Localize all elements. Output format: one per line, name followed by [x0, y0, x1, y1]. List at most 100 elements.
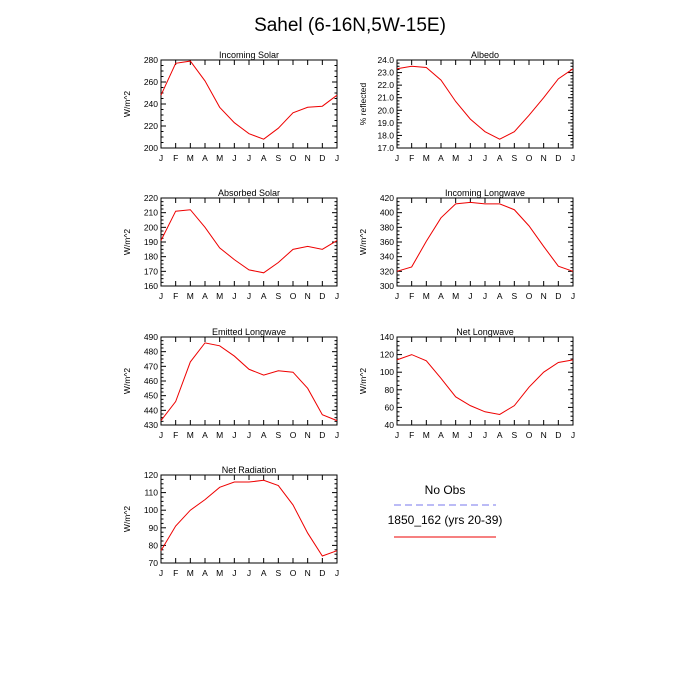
- x-tick-label: A: [202, 153, 208, 163]
- x-tick-label: J: [468, 291, 472, 301]
- y-tick-label: 22.0: [377, 80, 394, 90]
- x-tick-label: M: [216, 291, 223, 301]
- y-tick-label: 470: [144, 361, 158, 371]
- x-tick-label: M: [216, 430, 223, 440]
- y-tick-label: 80: [385, 385, 395, 395]
- y-tick-label: 170: [144, 266, 158, 276]
- x-tick-label: N: [305, 430, 311, 440]
- x-tick-label: S: [275, 291, 281, 301]
- x-tick-label: A: [497, 291, 503, 301]
- x-tick-label: A: [438, 291, 444, 301]
- panel-title: Net Longwave: [456, 327, 514, 337]
- panel-absorbed-solar: Absorbed Solar W/m^2 160 170 180 190 200 210 220…: [122, 188, 339, 301]
- x-tick-label: S: [275, 430, 281, 440]
- y-tick-label: 100: [144, 505, 158, 515]
- x-tick-label: O: [526, 153, 533, 163]
- x-tick-label: D: [319, 291, 325, 301]
- y-tick-label: 120: [144, 470, 158, 480]
- x-tick-label: O: [290, 430, 297, 440]
- x-tick-label: J: [483, 430, 487, 440]
- x-tick-label: M: [216, 568, 223, 578]
- x-tick-label: M: [423, 291, 430, 301]
- series-line-model: [396, 354, 574, 415]
- y-tick-label: 220: [144, 193, 158, 203]
- plot-frame: [396, 59, 574, 149]
- y-tick-label: 70: [149, 558, 159, 568]
- x-tick-label: J: [395, 153, 399, 163]
- x-tick-label: O: [526, 430, 533, 440]
- y-tick-label: 340: [380, 252, 394, 262]
- y-tick-label: 21.0: [377, 93, 394, 103]
- series-line-model: [160, 60, 338, 140]
- plot-frame: [160, 474, 338, 564]
- panel-title: Incoming Longwave: [445, 188, 525, 198]
- x-tick-label: D: [319, 153, 325, 163]
- x-tick-label: M: [452, 430, 459, 440]
- x-tick-label: M: [423, 430, 430, 440]
- y-axis-label: W/m^2: [122, 91, 132, 117]
- x-tick-label: J: [468, 430, 472, 440]
- y-tick-label: 40: [385, 420, 395, 430]
- x-tick-label: S: [275, 568, 281, 578]
- x-tick-label: D: [319, 430, 325, 440]
- x-tick-label: J: [335, 568, 339, 578]
- series-line-model: [160, 342, 338, 422]
- y-tick-label: 490: [144, 332, 158, 342]
- y-tick-label: 18.0: [377, 130, 394, 140]
- x-tick-label: O: [290, 153, 297, 163]
- x-tick-label: A: [497, 430, 503, 440]
- y-tick-label: 180: [144, 252, 158, 262]
- y-tick-label: 80: [149, 540, 159, 550]
- x-tick-label: S: [511, 291, 517, 301]
- x-tick-label: J: [395, 291, 399, 301]
- x-tick-label: A: [202, 568, 208, 578]
- series-line-model: [160, 479, 338, 557]
- x-tick-label: M: [452, 153, 459, 163]
- x-tick-label: A: [261, 568, 267, 578]
- y-tick-label: 360: [380, 237, 394, 247]
- y-tick-label: 90: [149, 523, 159, 533]
- x-tick-label: A: [497, 153, 503, 163]
- x-tick-label: D: [555, 291, 561, 301]
- panel-albedo: Albedo % reflected 17.0 18.0 19.0 20.0 21.0 22.…: [358, 50, 575, 163]
- plot-frame: [160, 59, 338, 149]
- x-tick-label: F: [173, 430, 178, 440]
- x-tick-label: N: [541, 153, 547, 163]
- x-tick-label: A: [438, 430, 444, 440]
- panel-title: Absorbed Solar: [218, 188, 280, 198]
- x-tick-label: M: [216, 153, 223, 163]
- x-tick-label: J: [232, 291, 236, 301]
- y-tick-label: 24.0: [377, 55, 394, 65]
- x-tick-label: J: [483, 153, 487, 163]
- x-tick-label: A: [202, 430, 208, 440]
- y-tick-label: 400: [380, 208, 394, 218]
- y-tick-label: 210: [144, 208, 158, 218]
- x-tick-label: J: [571, 430, 575, 440]
- y-tick-label: 320: [380, 266, 394, 276]
- legend-label-model: 1850_162 (yrs 20-39): [388, 513, 503, 527]
- y-axis-label: % reflected: [358, 82, 368, 125]
- y-tick-label: 480: [144, 347, 158, 357]
- panel-emitted-longwave: Emitted Longwave W/m^2 430 440 450 460 470 480 4…: [122, 327, 339, 440]
- x-tick-label: S: [275, 153, 281, 163]
- x-tick-label: F: [409, 291, 414, 301]
- x-tick-label: M: [187, 568, 194, 578]
- x-tick-label: A: [261, 153, 267, 163]
- x-tick-label: A: [438, 153, 444, 163]
- y-tick-label: 19.0: [377, 118, 394, 128]
- y-tick-label: 460: [144, 376, 158, 386]
- x-tick-label: A: [261, 430, 267, 440]
- x-tick-label: J: [159, 568, 163, 578]
- x-tick-label: M: [187, 430, 194, 440]
- panel-title: Net Radiation: [222, 465, 277, 475]
- y-axis-label: W/m^2: [122, 506, 132, 532]
- y-axis-label: W/m^2: [122, 368, 132, 394]
- panel-title: Incoming Solar: [219, 50, 279, 60]
- y-tick-label: 450: [144, 391, 158, 401]
- x-tick-label: A: [261, 291, 267, 301]
- x-tick-label: J: [335, 430, 339, 440]
- plot-frame: [396, 197, 574, 287]
- x-tick-label: F: [173, 153, 178, 163]
